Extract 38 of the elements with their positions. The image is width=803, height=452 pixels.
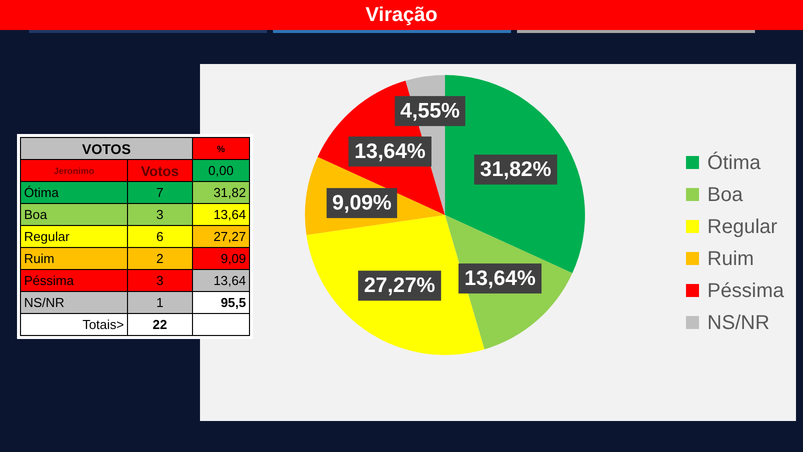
category-label: Ótima xyxy=(20,182,128,204)
data-label: 13,64 xyxy=(192,204,250,226)
text: 0,00 xyxy=(192,160,250,182)
legend-label: Regular xyxy=(707,214,778,240)
data-label: 13,64 xyxy=(192,270,250,292)
data-label: 13,64% xyxy=(354,140,426,164)
category-label: NS/NR xyxy=(20,292,128,314)
data-label: 95,5 xyxy=(192,292,250,314)
data-label: 2 xyxy=(128,248,192,270)
category-label: Boa xyxy=(20,204,128,226)
chart-title: Viração xyxy=(0,0,803,30)
data-label: 31,82 xyxy=(192,182,250,204)
text: Totais> xyxy=(20,314,128,336)
legend-label: Boa xyxy=(707,182,743,208)
text: Jeronimo xyxy=(20,160,128,182)
legend-label: Ótima xyxy=(707,150,761,176)
text: 22 xyxy=(128,314,192,336)
text: % xyxy=(192,138,250,160)
category-label: Ruim xyxy=(20,248,128,270)
data-label: 9,09 xyxy=(192,248,250,270)
legend-label: Ruim xyxy=(707,246,754,272)
data-label: 9,09% xyxy=(332,192,392,215)
data-label: 27,27 xyxy=(192,226,250,248)
data-label: 7 xyxy=(128,182,192,204)
data-label: 4,55% xyxy=(400,100,460,123)
data-label: 31,82% xyxy=(480,158,552,182)
legend-label: NS/NR xyxy=(707,310,770,336)
data-label: 27,27% xyxy=(364,274,436,298)
category-label: Regular xyxy=(20,226,128,248)
data-label: 3 xyxy=(128,204,192,226)
data-label: 6 xyxy=(128,226,192,248)
legend-label: Péssima xyxy=(707,278,784,304)
data-label: 1 xyxy=(128,292,192,314)
text: VOTOS xyxy=(20,138,192,160)
data-label: 3 xyxy=(128,270,192,292)
legend-label: Votos xyxy=(128,160,192,182)
category-label: Péssima xyxy=(20,270,128,292)
data-label: 13,64% xyxy=(464,266,536,290)
